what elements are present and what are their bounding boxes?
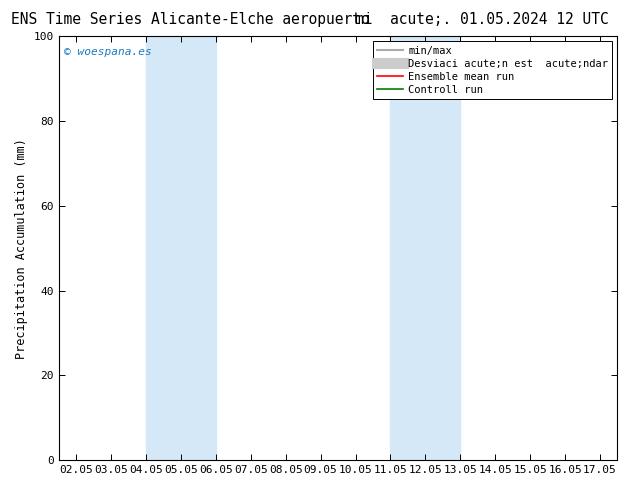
Bar: [391, 36, 460, 460]
Text: © woespana.es: © woespana.es: [64, 47, 152, 57]
Text: mi  acute;. 01.05.2024 12 UTC: mi acute;. 01.05.2024 12 UTC: [355, 12, 609, 27]
Y-axis label: Precipitation Accumulation (mm): Precipitation Accumulation (mm): [15, 138, 28, 359]
Legend: min/max, Desviaci acute;n est  acute;ndar, Ensemble mean run, Controll run: min/max, Desviaci acute;n est acute;ndar…: [373, 41, 612, 99]
Text: ENS Time Series Alicante-Elche aeropuerto: ENS Time Series Alicante-Elche aeropuert…: [11, 12, 370, 27]
Bar: [146, 36, 216, 460]
